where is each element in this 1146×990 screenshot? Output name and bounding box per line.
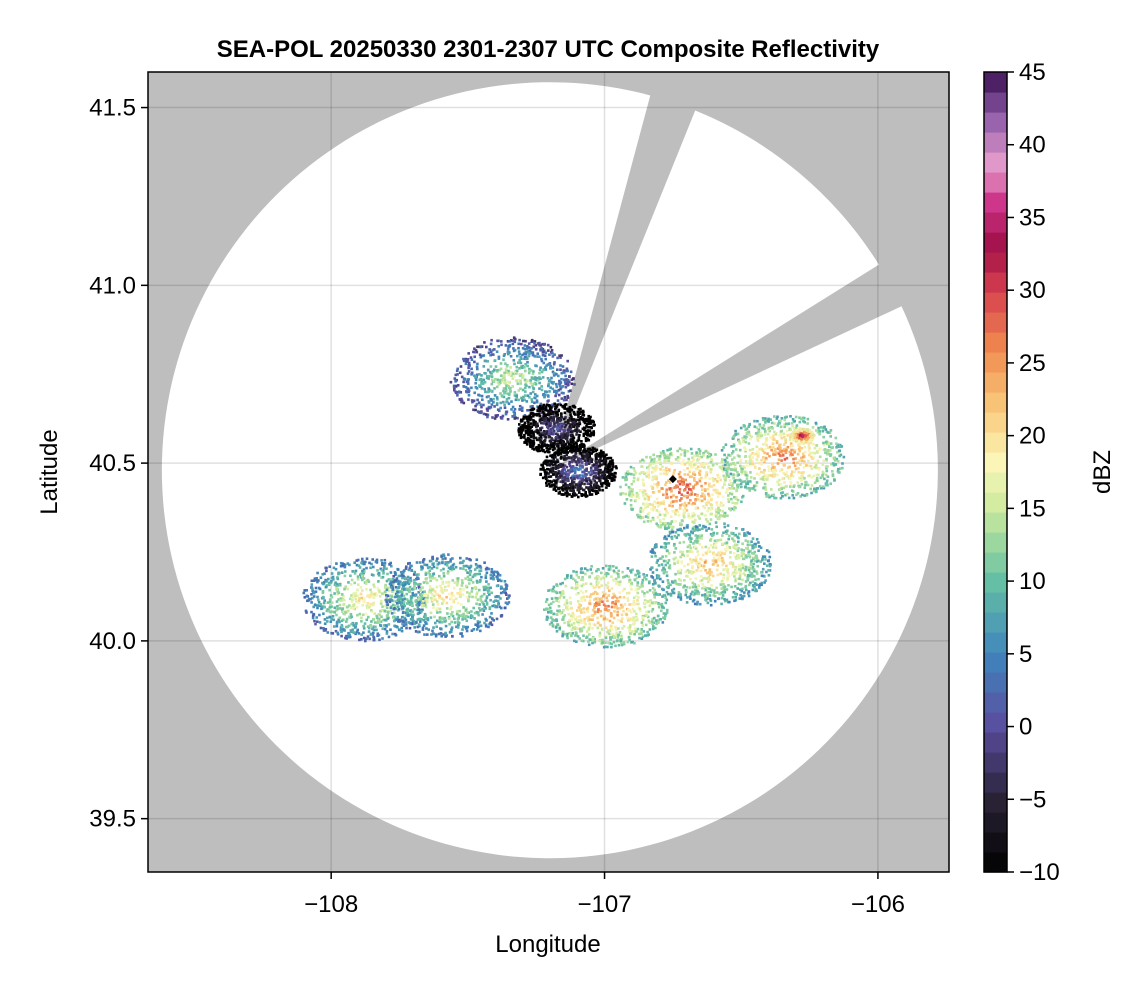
- colorbar-tick-label: 25: [1019, 350, 1046, 377]
- colorbar-band: [984, 452, 1007, 473]
- colorbar-band: [984, 752, 1007, 773]
- reflectivity-field: [302, 336, 846, 649]
- colorbar-band: [984, 792, 1007, 813]
- y-tick-label: 41.0: [89, 272, 136, 299]
- colorbar-tick-label: −10: [1019, 859, 1060, 886]
- colorbar-band: [984, 92, 1007, 113]
- colorbar-tick-label: 45: [1019, 59, 1046, 86]
- x-tick-label: −108: [304, 891, 358, 918]
- colorbar-band: [984, 712, 1007, 733]
- plot-area: [148, 72, 949, 872]
- colorbar-band: [984, 192, 1007, 213]
- markers: [668, 475, 677, 484]
- colorbar-band: [984, 632, 1007, 653]
- colorbar-band: [984, 352, 1007, 373]
- colorbar-label: dBZ: [1089, 450, 1116, 494]
- colorbar-band: [984, 772, 1007, 793]
- colorbar-tick-label: 5: [1019, 641, 1032, 668]
- x-axis: −108 −107 −106: [304, 872, 905, 918]
- colorbar-band: [984, 72, 1007, 93]
- colorbar-band: [984, 672, 1007, 693]
- y-axis-label: Latitude: [36, 429, 63, 514]
- colorbar-band: [984, 552, 1007, 573]
- chart-title: SEA-POL 20250330 2301-2307 UTC Composite…: [217, 36, 880, 63]
- colorbar-band: [984, 532, 1007, 553]
- colorbar-tick-label: 15: [1019, 495, 1046, 522]
- colorbar-band: [984, 492, 1007, 513]
- colorbar-band: [984, 432, 1007, 453]
- plot-frame: [147, 71, 950, 873]
- colorbar-band: [984, 692, 1007, 713]
- y-tick-label: 39.5: [89, 806, 136, 833]
- x-tick-label: −107: [578, 891, 632, 918]
- colorbar-tick-label: 40: [1019, 132, 1046, 159]
- colorbar-frame: [983, 71, 1008, 873]
- x-axis-label: Longitude: [495, 931, 600, 958]
- colorbar-band: [984, 592, 1007, 613]
- colorbar-band: [984, 112, 1007, 133]
- colorbar-tick-label: −5: [1019, 786, 1046, 813]
- colorbar-tick-label: 35: [1019, 204, 1046, 231]
- colorbar: [983, 71, 1008, 873]
- y-tick-label: 41.5: [89, 95, 136, 122]
- y-tick-label: 40.5: [89, 450, 136, 477]
- x-tick-label: −106: [851, 891, 905, 918]
- colorbar-band: [984, 612, 1007, 633]
- colorbar-band: [984, 212, 1007, 233]
- colorbar-band: [984, 312, 1007, 333]
- precip-cell: [720, 415, 846, 500]
- colorbar-band: [984, 332, 1007, 353]
- precip-cell: [790, 427, 815, 445]
- colorbar-band: [984, 392, 1007, 413]
- colorbar-tick-label: 10: [1019, 568, 1046, 595]
- precip-cell: [384, 553, 511, 638]
- colorbar-band: [984, 832, 1007, 853]
- y-axis: 39.5 40.0 40.5 41.0 41.5: [89, 95, 148, 833]
- colorbar-axis: −10 −5 0 5 10 15 20 25 30 35 40 45: [1007, 59, 1060, 886]
- colorbar-band: [984, 232, 1007, 253]
- colorbar-band: [984, 652, 1007, 673]
- colorbar-band: [984, 272, 1007, 293]
- precip-cell: [543, 564, 669, 649]
- colorbar-band: [984, 572, 1007, 593]
- colorbar-band: [984, 132, 1007, 153]
- colorbar-tick-label: 0: [1019, 714, 1032, 741]
- colorbar-band: [984, 172, 1007, 193]
- colorbar-band: [984, 252, 1007, 273]
- colorbar-tick-label: 20: [1019, 423, 1046, 450]
- colorbar-band: [984, 412, 1007, 433]
- precip-cell: [449, 336, 576, 422]
- precip-cell: [649, 522, 772, 607]
- precip-cell: [539, 445, 618, 499]
- colorbar-band: [984, 732, 1007, 753]
- precip-cell: [517, 402, 596, 455]
- colorbar-band: [984, 472, 1007, 493]
- colorbar-tick-label: 30: [1019, 277, 1046, 304]
- diamond-marker: [668, 475, 677, 484]
- colorbar-band: [984, 852, 1007, 873]
- colorbar-band: [984, 292, 1007, 313]
- colorbar-band: [984, 812, 1007, 833]
- colorbar-band: [984, 512, 1007, 533]
- colorbar-band: [984, 372, 1007, 393]
- colorbar-band: [984, 152, 1007, 173]
- y-tick-label: 40.0: [89, 628, 136, 655]
